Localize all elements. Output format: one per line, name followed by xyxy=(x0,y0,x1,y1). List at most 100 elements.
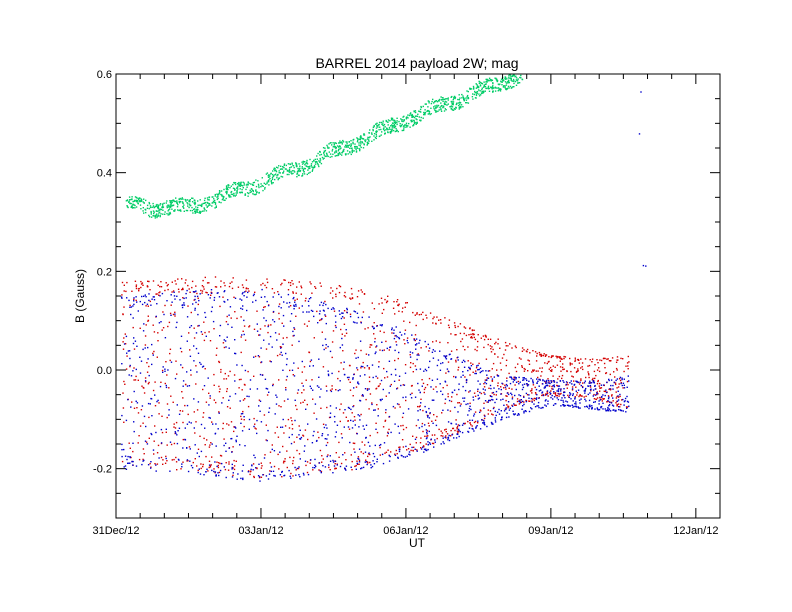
data-point-series-2 xyxy=(354,321,356,324)
data-point-series-2 xyxy=(295,305,297,307)
data-point-series-0 xyxy=(418,110,420,112)
data-point-series-1 xyxy=(548,360,550,363)
data-point-series-2 xyxy=(341,344,344,346)
data-point-series-1 xyxy=(474,420,477,423)
data-point-series-1 xyxy=(433,414,435,416)
data-point-series-2 xyxy=(618,408,620,411)
data-point-series-1 xyxy=(596,397,599,399)
data-point-series-1 xyxy=(540,355,542,357)
data-point-series-1 xyxy=(368,376,371,378)
data-point-series-2 xyxy=(588,404,591,406)
data-point-series-2 xyxy=(249,379,252,381)
data-point-series-1 xyxy=(254,423,256,425)
data-point-series-2 xyxy=(514,413,516,415)
data-point-series-2 xyxy=(510,392,512,394)
data-point-series-1 xyxy=(233,296,235,298)
data-point-series-1 xyxy=(515,404,517,406)
data-point-series-2 xyxy=(127,462,129,464)
data-point-series-2 xyxy=(448,434,450,437)
data-point-series-1 xyxy=(144,377,147,379)
data-point-series-0 xyxy=(126,206,129,208)
data-point-series-1 xyxy=(355,465,357,467)
data-point-series-1 xyxy=(444,317,446,319)
data-point-series-1 xyxy=(535,360,538,362)
data-point-series-1 xyxy=(582,368,584,371)
data-point-series-0 xyxy=(460,104,463,106)
data-point-series-2 xyxy=(366,463,368,466)
data-point-series-1 xyxy=(394,335,396,337)
data-point-series-0 xyxy=(491,86,494,88)
data-point-series-0 xyxy=(226,193,228,195)
data-point-series-2 xyxy=(544,400,547,402)
data-point-series-0 xyxy=(354,143,356,145)
data-point-series-1 xyxy=(280,284,282,286)
data-point-series-0 xyxy=(360,135,362,137)
data-point-series-1 xyxy=(424,435,426,437)
data-point-series-2 xyxy=(164,337,167,339)
data-point-series-0 xyxy=(350,153,352,156)
data-point-series-0 xyxy=(193,208,196,210)
data-point-series-2 xyxy=(186,447,188,449)
data-point-series-0 xyxy=(427,106,429,108)
data-point-series-1 xyxy=(471,329,474,332)
data-point-series-0 xyxy=(227,186,230,188)
data-point-series-2 xyxy=(151,415,153,417)
data-point-series-1 xyxy=(515,346,517,349)
data-point-series-2 xyxy=(473,413,476,415)
data-point-series-1 xyxy=(451,396,453,398)
data-point-series-2 xyxy=(268,411,270,413)
data-point-series-1 xyxy=(495,394,497,396)
data-point-series-0 xyxy=(251,189,254,191)
data-point-series-1 xyxy=(376,431,379,434)
data-point-series-2 xyxy=(564,404,566,407)
data-point-series-2 xyxy=(267,478,270,480)
data-point-series-0 xyxy=(183,210,185,212)
data-point-series-2 xyxy=(288,306,290,308)
data-point-series-2 xyxy=(325,424,327,426)
data-point-series-2 xyxy=(209,417,211,419)
data-point-series-2 xyxy=(407,408,410,410)
data-point-series-0 xyxy=(230,191,232,193)
data-point-series-1 xyxy=(587,373,590,375)
data-point-series-0 xyxy=(404,126,406,128)
data-point-series-1 xyxy=(561,374,564,377)
data-point-series-1 xyxy=(360,321,362,323)
data-point-series-0 xyxy=(211,202,213,204)
data-point-series-2 xyxy=(448,439,451,442)
data-point-series-0 xyxy=(496,87,498,89)
data-point-series-0 xyxy=(435,109,437,112)
data-point-series-1 xyxy=(483,417,486,420)
data-point-series-1 xyxy=(173,458,175,461)
data-point-series-2 xyxy=(272,384,274,387)
data-point-series-2 xyxy=(352,405,354,408)
data-point-series-2 xyxy=(329,405,332,407)
data-point-series-0 xyxy=(298,174,300,176)
data-point-series-1 xyxy=(365,353,368,355)
data-point-series-2 xyxy=(239,444,241,446)
data-point-series-1 xyxy=(147,280,149,282)
data-point-series-1 xyxy=(133,407,136,409)
data-point-series-0 xyxy=(304,167,306,170)
data-point-series-2 xyxy=(364,451,367,453)
data-point-series-0 xyxy=(291,170,294,172)
data-point-series-1 xyxy=(369,393,372,395)
data-point-series-2 xyxy=(475,426,477,428)
data-point-series-2 xyxy=(229,395,231,398)
data-point-series-2 xyxy=(521,400,524,403)
data-point-series-0 xyxy=(340,147,342,149)
data-point-series-1 xyxy=(344,452,346,454)
data-point-series-2 xyxy=(137,310,139,312)
data-point-series-2 xyxy=(479,367,482,369)
data-point-series-1 xyxy=(168,387,170,389)
data-point-series-0 xyxy=(494,77,496,79)
data-point-series-1 xyxy=(604,390,607,393)
data-point-series-1 xyxy=(367,462,369,464)
data-point-series-1 xyxy=(617,386,620,388)
data-point-series-2 xyxy=(136,345,138,347)
data-point-series-0 xyxy=(324,147,326,149)
data-point-series-2 xyxy=(421,385,423,387)
data-point-series-2 xyxy=(602,408,604,410)
data-point-series-2 xyxy=(186,340,188,342)
data-point-series-2 xyxy=(596,392,598,394)
data-point-series-0 xyxy=(458,94,460,96)
